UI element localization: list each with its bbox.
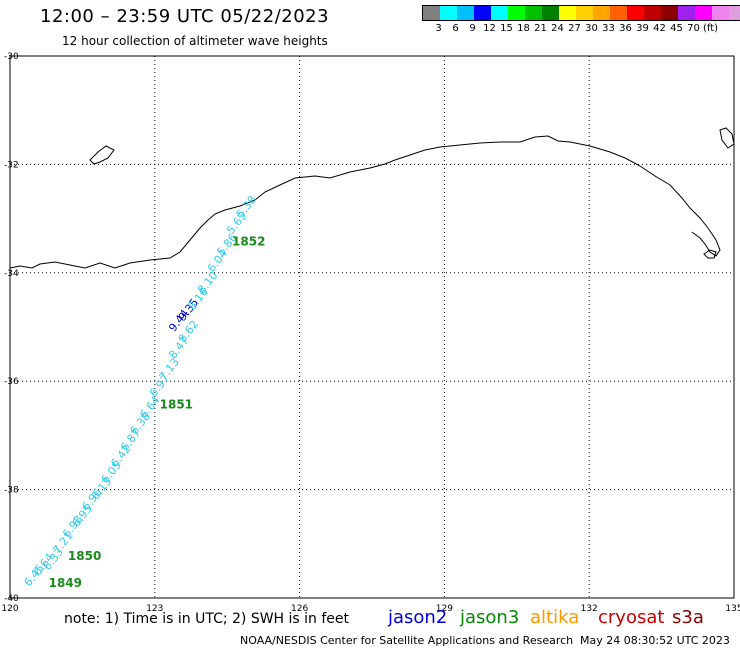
scale-label: 9 <box>469 23 476 34</box>
scale-label: 21 <box>534 23 547 34</box>
scale-swatch <box>576 6 593 20</box>
scale-label: 45 <box>670 23 683 34</box>
scale-label: 42 <box>653 23 666 34</box>
scale-swatch <box>508 6 525 20</box>
longitude-label: 123 <box>146 604 163 614</box>
latitude-label: -38 <box>4 486 19 496</box>
graticule <box>10 56 734 598</box>
color-scale-legend: 3 6 9 12 15 18 21 24 27 30 33 36 39 42 45 70 (ft) <box>422 5 740 34</box>
map-subtitle: 12 hour collection of altimeter wave hei… <box>62 34 328 48</box>
recherche-islands <box>89 145 115 165</box>
eyre-peninsula-coast <box>719 127 735 149</box>
longitude-labels: 120 123 126 129 132 135 <box>1 604 740 614</box>
scale-label: 27 <box>568 23 581 34</box>
mission-label: cryosat <box>598 607 665 628</box>
credit-line: NOAA/NESDIS Center for Satellite Applica… <box>240 634 574 647</box>
scale-swatch <box>695 6 712 20</box>
longitude-label: 120 <box>1 604 18 614</box>
scale-swatch <box>525 6 542 20</box>
mission-label: jason3 <box>460 607 520 628</box>
scale-swatch <box>491 6 508 20</box>
scale-swatch <box>474 6 491 20</box>
scale-swatch <box>559 6 576 20</box>
latitude-label: -30 <box>4 52 19 62</box>
units-note: note: 1) Time is in UTC; 2) SWH is in fe… <box>64 611 350 627</box>
latitude-label: -32 <box>4 160 19 170</box>
pass-time-label: 1849 <box>49 576 82 590</box>
scale-swatch <box>423 6 440 20</box>
swh-value: 7.13 <box>157 356 182 383</box>
scale-swatch <box>644 6 661 20</box>
longitude-label: 135 <box>725 604 740 614</box>
mission-label: jason2 <box>388 607 448 628</box>
pass-time-label: 1850 <box>68 549 101 563</box>
map-title: 12:00 – 23:59 UTC 05/22/2023 <box>40 6 330 27</box>
scale-label: 15 <box>500 23 513 34</box>
mission-label: altika <box>530 607 580 628</box>
scale-swatch <box>610 6 627 20</box>
scale-swatch <box>542 6 559 20</box>
coastline <box>9 135 721 269</box>
color-scale-labels: 3 6 9 12 15 18 21 24 27 30 33 36 39 42 45 70 (ft) <box>422 23 740 34</box>
scale-label: 24 <box>551 23 564 34</box>
scale-swatch <box>440 6 457 20</box>
latitude-label: -36 <box>4 377 19 387</box>
scale-label: 3 <box>435 23 442 34</box>
longitude-label: 126 <box>291 604 308 614</box>
scale-label: 36 <box>619 23 632 34</box>
swh-value: 5.38 <box>234 193 259 220</box>
longitude-label: 129 <box>436 604 453 614</box>
color-scale-bar <box>422 5 740 21</box>
scale-swatch <box>593 6 610 20</box>
scale-swatch <box>729 6 740 20</box>
scale-swatch <box>457 6 474 20</box>
latitude-label: -34 <box>4 269 19 279</box>
scale-label: (ft) <box>702 23 719 34</box>
altimeter-tracks: 9.359.446.456.646.337.216.986.956.966.13… <box>21 193 265 590</box>
scale-label: 33 <box>602 23 615 34</box>
map-frame <box>9 55 735 599</box>
pass-time-label: 1851 <box>160 397 193 411</box>
scale-label: 39 <box>636 23 649 34</box>
scale-swatch <box>661 6 678 20</box>
scale-swatch <box>712 6 729 20</box>
pass-time-label: 1852 <box>232 235 265 249</box>
scale-label: 6 <box>452 23 459 34</box>
scale-swatch <box>627 6 644 20</box>
generation-time: May 24 08:30:52 UTC 2023 <box>580 634 730 647</box>
latitude-labels: -30 -32 -34 -36 -38 -40 <box>4 52 19 604</box>
scale-label: 12 <box>483 23 496 34</box>
mission-label: s3a <box>672 607 704 628</box>
longitude-label: 132 <box>581 604 598 614</box>
scale-label: 70 <box>687 23 700 34</box>
kangaroo-island <box>703 249 717 259</box>
scale-swatch <box>678 6 695 20</box>
scale-label: 30 <box>585 23 598 34</box>
latitude-label: -40 <box>4 594 19 604</box>
scale-label: 18 <box>517 23 530 34</box>
